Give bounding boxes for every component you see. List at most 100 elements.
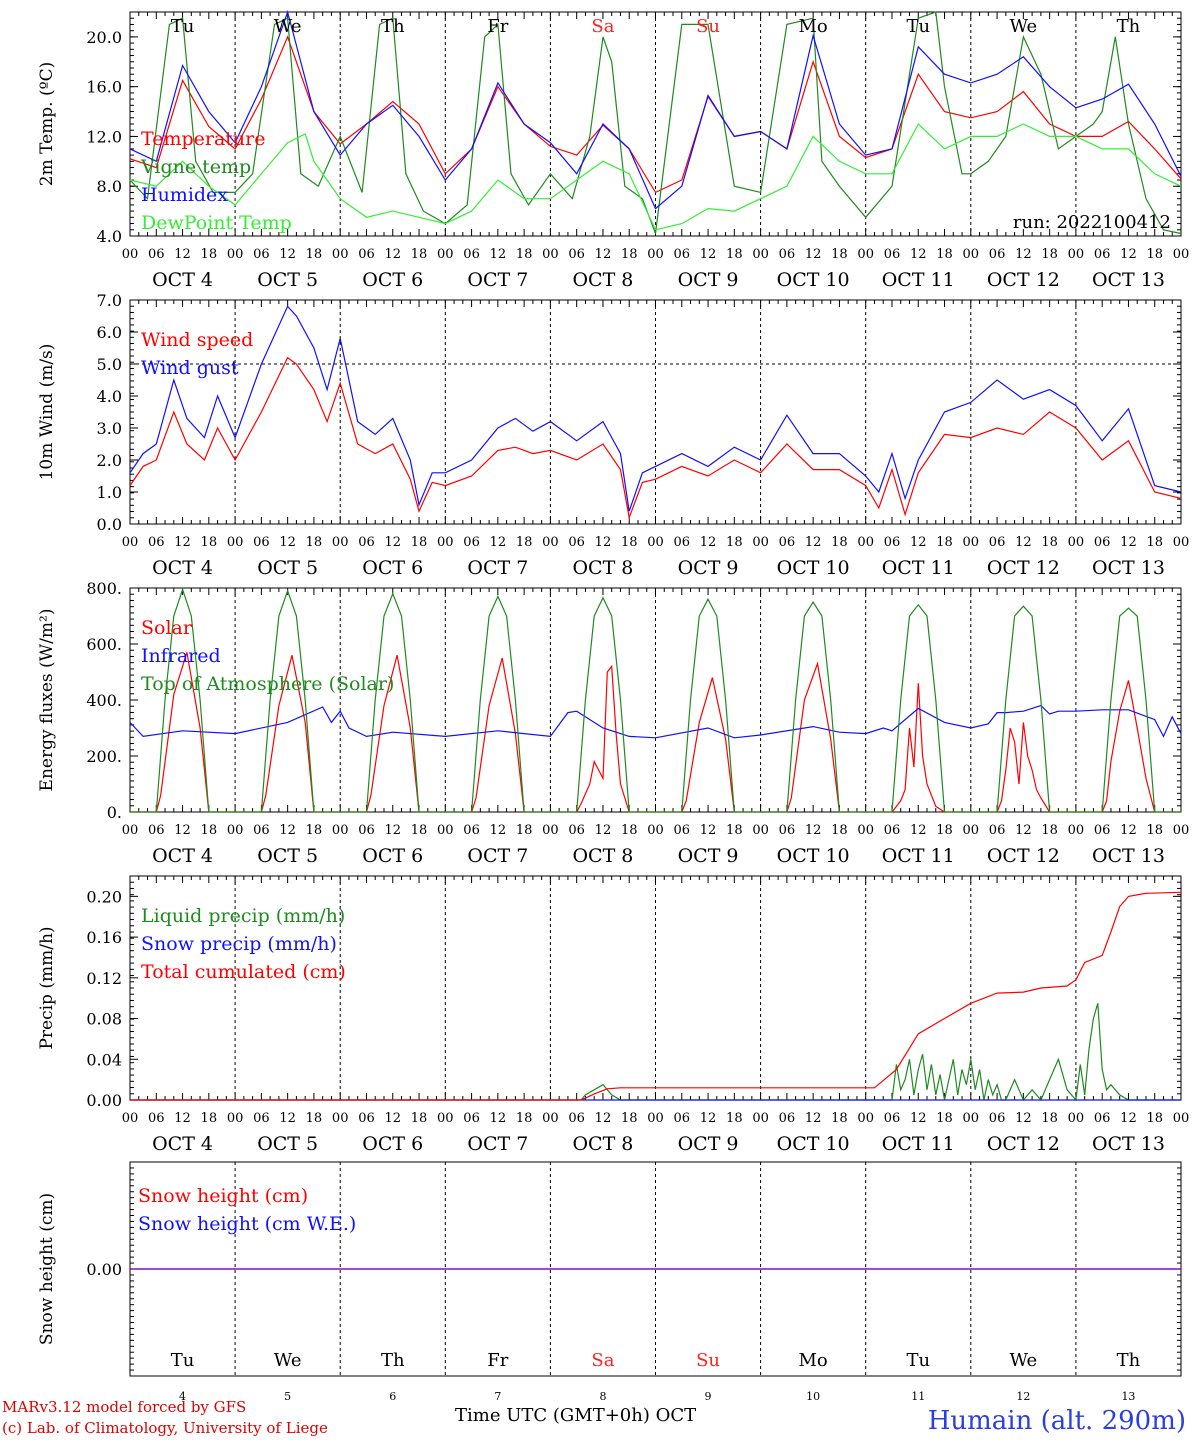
date-label: OCT 9 [678,845,739,867]
hour-tick-label: 00 [647,823,664,838]
day-of-week-label: Tu [171,1350,195,1371]
hour-tick-label: 06 [779,247,796,262]
legend-entry: DewPoint Temp [141,212,292,234]
day-number-label: 13 [1121,1390,1135,1403]
day-number-label: 11 [911,1390,925,1403]
y-tick-label: 0. [107,803,122,822]
hour-tick-label: 18 [1146,535,1163,550]
y-tick-label: 400. [86,691,122,710]
y-tick-label: 0.12 [86,969,122,988]
day-of-week-label: Tu [906,16,930,37]
date-label: OCT 9 [678,557,739,579]
hour-tick-label: 00 [857,247,874,262]
hour-tick-label: 12 [1120,823,1137,838]
date-label: OCT 7 [467,1133,528,1155]
hour-tick-label: 12 [595,247,612,262]
date-label: OCT 5 [257,557,318,579]
date-label: OCT 13 [1092,845,1165,867]
hour-tick-label: 00 [963,247,980,262]
hour-tick-label: 12 [910,823,927,838]
hour-tick-label: 00 [542,1111,559,1126]
hour-tick-label: 18 [411,535,428,550]
date-label: OCT 12 [987,845,1060,867]
hour-tick-label: 00 [647,1111,664,1126]
day-of-week-label: Mo [799,16,828,37]
y-tick-label: 1.0 [97,483,122,502]
hour-tick-label: 06 [1094,823,1111,838]
y-tick-label: 0.20 [86,887,122,906]
day-of-week-label: Tu [906,1350,930,1371]
y-tick-label: 7.0 [97,291,122,310]
panel-2: 0.0 1.0 2.0 3.0 4.0 5.0 6.0 7.0 10m Wind (m/s) Wi… [37,291,1189,579]
hour-tick-label: 12 [490,1111,507,1126]
hour-tick-label: 18 [201,535,218,550]
hour-tick-label: 06 [779,823,796,838]
hour-tick-label: 18 [306,535,323,550]
series-line-humidex [129,9,1182,210]
hour-tick-label: 18 [726,823,743,838]
date-label: OCT 12 [987,1133,1060,1155]
hour-tick-label: 12 [279,1111,296,1126]
y-tick-label: 0.16 [86,928,122,947]
panel-1: 4.0 8.0 12.0 16.0 20.0 2m Temp. (ºC) Temperatu… [37,9,1189,291]
hour-tick-label: 18 [726,1111,743,1126]
day-of-week-label: Fr [487,1350,508,1371]
y-tick-label: 3.0 [97,419,122,438]
hour-tick-label: 18 [936,247,953,262]
hour-tick-label: 06 [148,535,165,550]
date-label: OCT 8 [572,845,633,867]
hour-tick-label: 12 [1120,1111,1137,1126]
panel-5: 0.00 Snow height (cm) Snow height (cm) Snow… [37,1161,1182,1403]
day-of-week-label: Sa [591,16,614,37]
hour-tick-label: 12 [279,823,296,838]
hour-tick-label: 12 [174,247,191,262]
hour-tick-label: 12 [490,247,507,262]
hour-tick-label: 06 [989,535,1006,550]
hour-tick-label: 06 [674,247,691,262]
date-label: OCT 11 [882,557,955,579]
y-tick-label: 20.0 [86,28,122,47]
y-tick-label: 8.0 [97,177,122,196]
hour-tick-label: 06 [463,823,480,838]
hour-tick-label: 18 [306,1111,323,1126]
hour-tick-label: 12 [1120,247,1137,262]
hour-tick-label: 18 [936,1111,953,1126]
hour-tick-label: 06 [674,1111,691,1126]
hour-tick-label: 06 [358,247,375,262]
hour-tick-label: 06 [1094,247,1111,262]
hour-tick-label: 18 [1146,1111,1163,1126]
y-axis-title: Energy fluxes (W/m²) [37,609,57,792]
legend-entry: Snow height (cm) [138,1185,308,1207]
y-axis-title: 10m Wind (m/s) [37,344,57,481]
hour-tick-label: 06 [148,823,165,838]
hour-tick-label: 18 [411,1111,428,1126]
y-tick-label: 0.08 [86,1010,122,1029]
hour-tick-label: 06 [568,535,585,550]
hour-tick-label: 06 [884,823,901,838]
date-label: OCT 9 [678,1133,739,1155]
date-label: OCT 12 [987,269,1060,291]
day-of-week-label: Su [696,16,720,37]
run-annotation: run: 2022100412 [1013,212,1171,233]
hour-tick-label: 00 [1068,1111,1085,1126]
hour-tick-label: 06 [779,1111,796,1126]
day-number-label: 4 [179,1390,186,1403]
hour-tick-label: 06 [989,823,1006,838]
hour-tick-label: 00 [332,823,349,838]
hour-tick-label: 12 [490,535,507,550]
legend-entry: Temperature [141,128,265,150]
hour-tick-label: 06 [674,535,691,550]
hour-tick-label: 00 [1173,1111,1190,1126]
legend-entry: Wind speed [141,329,253,351]
date-label: OCT 8 [572,269,633,291]
hour-tick-label: 12 [384,247,401,262]
hour-tick-label: 00 [752,823,769,838]
series-line-infrared [129,704,1182,739]
legend-entry: Vigne temp [140,156,251,178]
time-axis-title: Time UTC (GMT+0h) OCT [455,1405,697,1426]
hour-tick-label: 06 [568,1111,585,1126]
hour-tick-label: 06 [989,1111,1006,1126]
series-line-top-of-atmosphere-solar- [130,587,1181,813]
y-tick-label: 2.0 [97,451,122,470]
hour-tick-label: 18 [936,823,953,838]
